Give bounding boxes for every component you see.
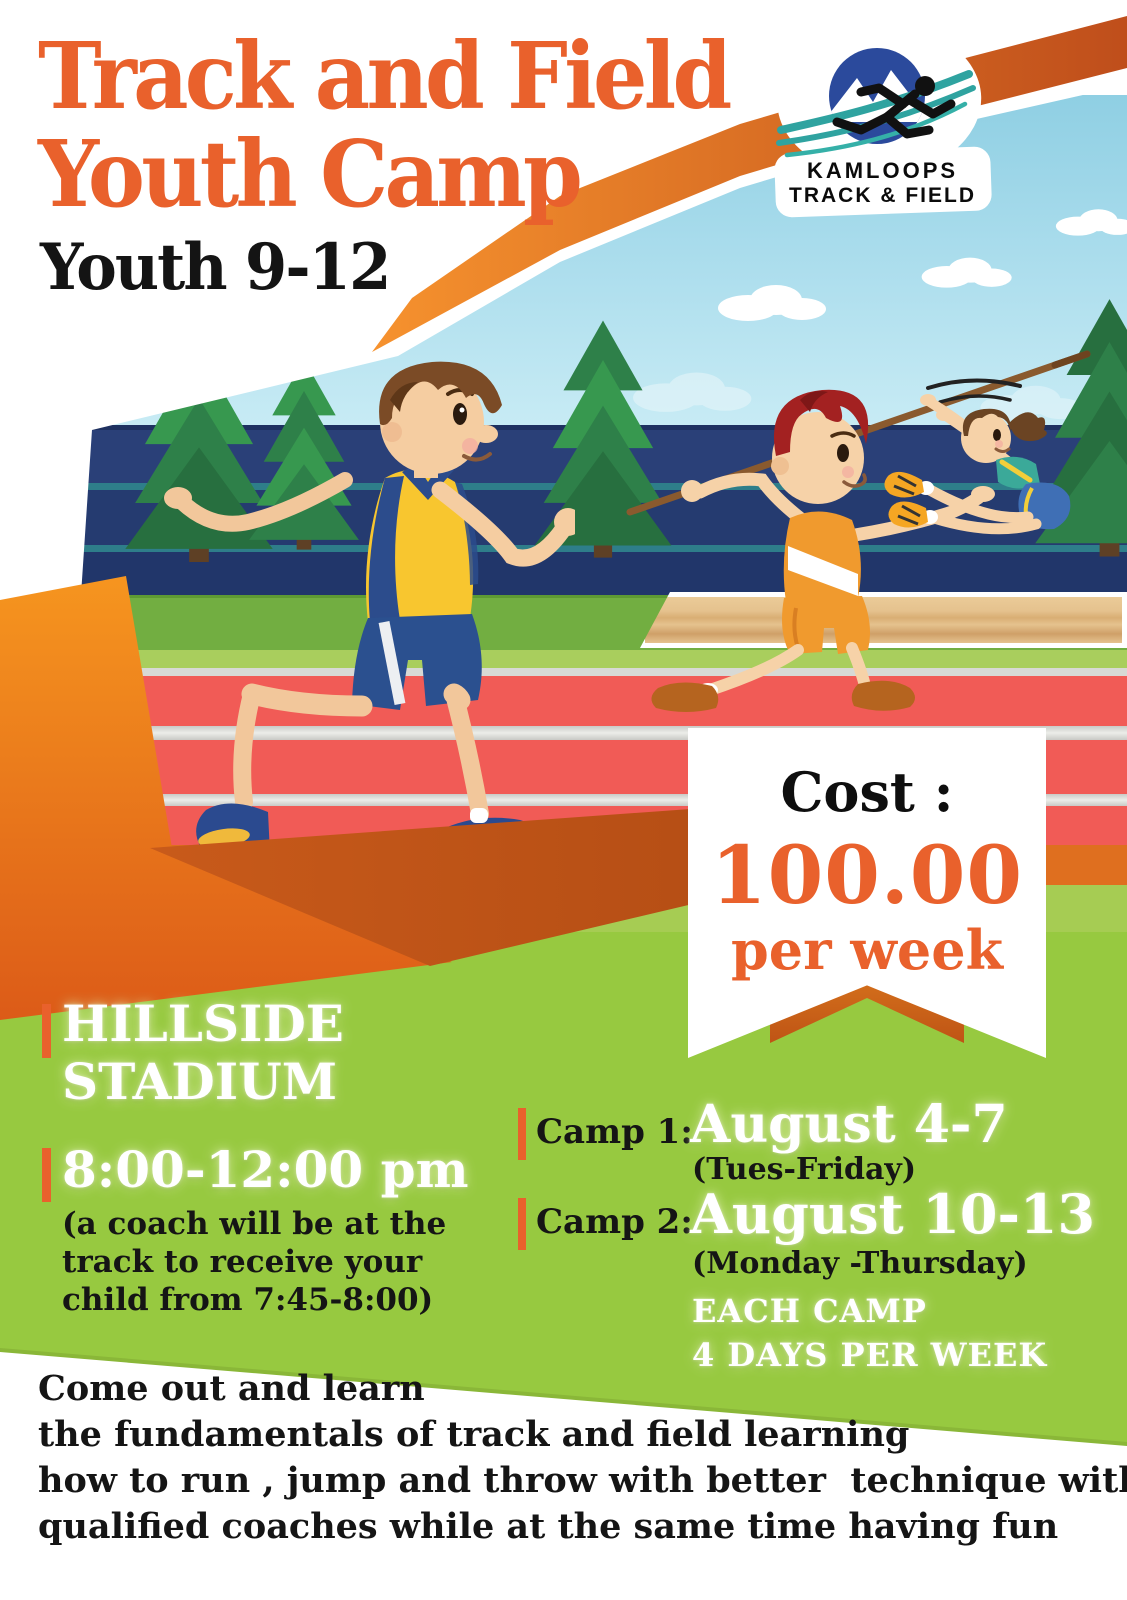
venue-name-line2: STADIUM	[62, 1052, 338, 1111]
camp2-days: (Monday -Thursday)	[692, 1246, 1028, 1281]
logo-text-line2: TRACK & FIELD	[789, 184, 976, 207]
kamloops-logo: KAMLOOPS TRACK & FIELD	[765, 22, 1000, 227]
cost-period: per week	[731, 918, 1003, 982]
cost-amount: 100.00	[710, 828, 1024, 922]
time-accent-bar	[42, 1148, 51, 1202]
mountain-icon	[829, 70, 925, 122]
sprinter-icon	[832, 76, 956, 139]
schedule-line1: EACH CAMP	[692, 1292, 927, 1330]
cloud-icon	[1055, 209, 1127, 236]
description-line3: how to run , jump and throw with better …	[38, 1460, 1127, 1501]
camp1-label: Camp 1:	[536, 1112, 693, 1152]
description-line4: qualified coaches while at the same time…	[38, 1506, 1059, 1547]
cloud-icon	[718, 285, 826, 321]
kamloops-logo-graphic	[774, 24, 992, 218]
camp2-accent-bar	[518, 1198, 526, 1250]
schedule-line2: 4 DAYS PER WEEK	[692, 1336, 1048, 1374]
cost-label: Cost :	[780, 760, 954, 824]
description-line1: Come out and learn	[38, 1368, 425, 1409]
page-title-line2: Youth Camp	[38, 120, 583, 228]
coach-note-line3: child from 7:45-8:00)	[62, 1282, 434, 1318]
swoosh-icon	[784, 101, 968, 158]
camp2-label: Camp 2:	[536, 1202, 693, 1242]
cloud-icon	[921, 257, 1012, 288]
camp1-dates: August 4-7	[690, 1094, 1008, 1155]
page-title-line1: Track and Field	[38, 22, 732, 130]
camp2-dates: August 10-13	[690, 1182, 1096, 1246]
track-curb	[55, 668, 1127, 676]
camp-time: 8:00-12:00 pm	[62, 1140, 469, 1199]
runner-boy-illustration	[164, 361, 575, 867]
venue-accent-bar	[42, 1004, 51, 1058]
coach-note-line1: (a coach will be at the	[62, 1206, 447, 1242]
long-jumper-girl-illustration	[884, 378, 1071, 535]
logo-text-line1: KAMLOOPS	[806, 158, 959, 183]
coach-note-line2: track to receive your	[62, 1244, 423, 1280]
description-line2: the fundamentals of track and field lear…	[38, 1414, 910, 1455]
camp1-days: (Tues-Friday)	[692, 1152, 917, 1187]
venue-name-line1: HILLSIDE	[62, 994, 344, 1053]
age-group-subtitle: Youth 9-12	[40, 230, 391, 305]
camp1-accent-bar	[518, 1108, 526, 1160]
swoosh-icon	[777, 70, 973, 134]
